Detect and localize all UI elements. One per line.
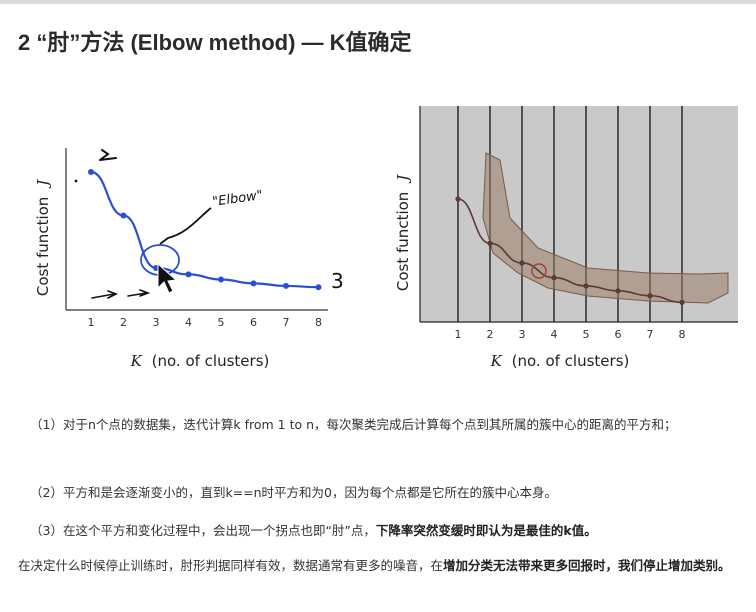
elbow-circle (531, 263, 547, 279)
elbow-figure-handdrawn: Cost function J K (no. of clusters) 1 2 3 4… (28, 88, 348, 388)
arrow-marks-bottom (91, 289, 151, 299)
elbow-figure-textbook: Cost function J K (no. of clusters) 1 2 3 4… (388, 88, 748, 388)
x-tick-label: 1 (88, 316, 95, 329)
closing-paragraph: 在决定什么时候停止训练时，肘形判据同样有效，数据通常有更多的噪音，在增加分类无法… (18, 554, 746, 578)
data-point (315, 284, 322, 291)
svg-text:Cost function J: Cost function J (34, 179, 52, 296)
x-tick-label: 2 (120, 316, 127, 329)
closing-paragraph-bold: 增加分类无法带来更多回报时，我们停止增加类别。 (443, 558, 731, 573)
x-tick-label: 2 (487, 328, 494, 341)
data-point (487, 240, 493, 246)
item-3: （3）在这个平方和变化过程中，会出现一个拐点也即“肘”点，下降率突然变缓时即认为… (30, 520, 597, 539)
closing-paragraph-plain: 在决定什么时候停止训练时，肘形判据同样有效，数据通常有更多的噪音，在 (18, 558, 444, 573)
three-scribble: 3 (331, 269, 344, 293)
data-point (679, 299, 685, 305)
x-tick-label: 8 (679, 328, 686, 341)
item-2: （2）平方和是会逐渐变小的，直到k==n时平方和为0，因为每个点都是它所在的簇中… (30, 485, 558, 500)
x-tick-label: 5 (218, 316, 225, 329)
x-tick-label: 7 (647, 328, 654, 341)
x-axis-label: K (no. of clusters) (490, 352, 630, 370)
data-point (88, 169, 94, 175)
y-axis-label: Cost function J (394, 174, 412, 291)
elbow-pointer-stroke (159, 207, 212, 245)
x-tick-label: 8 (315, 316, 322, 329)
x-tick-label: 3 (519, 328, 526, 341)
cost-curve (90, 170, 319, 289)
data-point (583, 283, 589, 289)
x-tick-label: 4 (185, 316, 192, 329)
svg-text:Cost function J: Cost function J (394, 174, 412, 291)
x-tick-label: 3 (153, 316, 160, 329)
x-tick-label: 1 (455, 328, 462, 341)
x-tick-label: 6 (615, 328, 622, 341)
x-tick-label: 5 (583, 328, 590, 341)
x-axis-label: K (no. of clusters) (130, 352, 270, 370)
item-3-plain: （3）在这个平方和变化过程中，会出现一个拐点也即“肘”点， (30, 523, 376, 538)
x-tick-label: 7 (283, 316, 290, 329)
elbow-handwriting: "Elbow" (211, 188, 263, 210)
item-3-bold: 下降率突然变缓时即认为是最佳的k值。 (375, 523, 597, 538)
item-1: （1）对于n个点的数据集，迭代计算k from 1 to n，每次聚类完成后计算… (30, 417, 677, 432)
data-point (519, 260, 525, 266)
x-tick-label: 6 (250, 316, 257, 329)
stray-dot (74, 179, 78, 183)
mouse-cursor-icon (157, 262, 178, 294)
data-point (455, 196, 461, 202)
data-point (120, 212, 127, 219)
arrow-mark-top (99, 149, 117, 161)
elbow-chart-right: Cost function J K (no. of clusters) 1 2 3 4… (394, 106, 738, 370)
data-point (647, 293, 653, 299)
data-point (218, 276, 224, 283)
y-axis-label: Cost function J (34, 179, 52, 296)
elbow-chart-left: Cost function J K (no. of clusters) 1 2 3 4… (34, 148, 344, 370)
data-point (615, 288, 621, 294)
section-heading: 2 “肘”方法 (Elbow method) — K值确定 (18, 30, 412, 55)
data-point (551, 275, 557, 281)
data-point (250, 280, 257, 287)
data-point (185, 271, 192, 278)
data-point (283, 282, 289, 289)
top-border (0, 0, 756, 4)
x-tick-label: 4 (551, 328, 558, 341)
